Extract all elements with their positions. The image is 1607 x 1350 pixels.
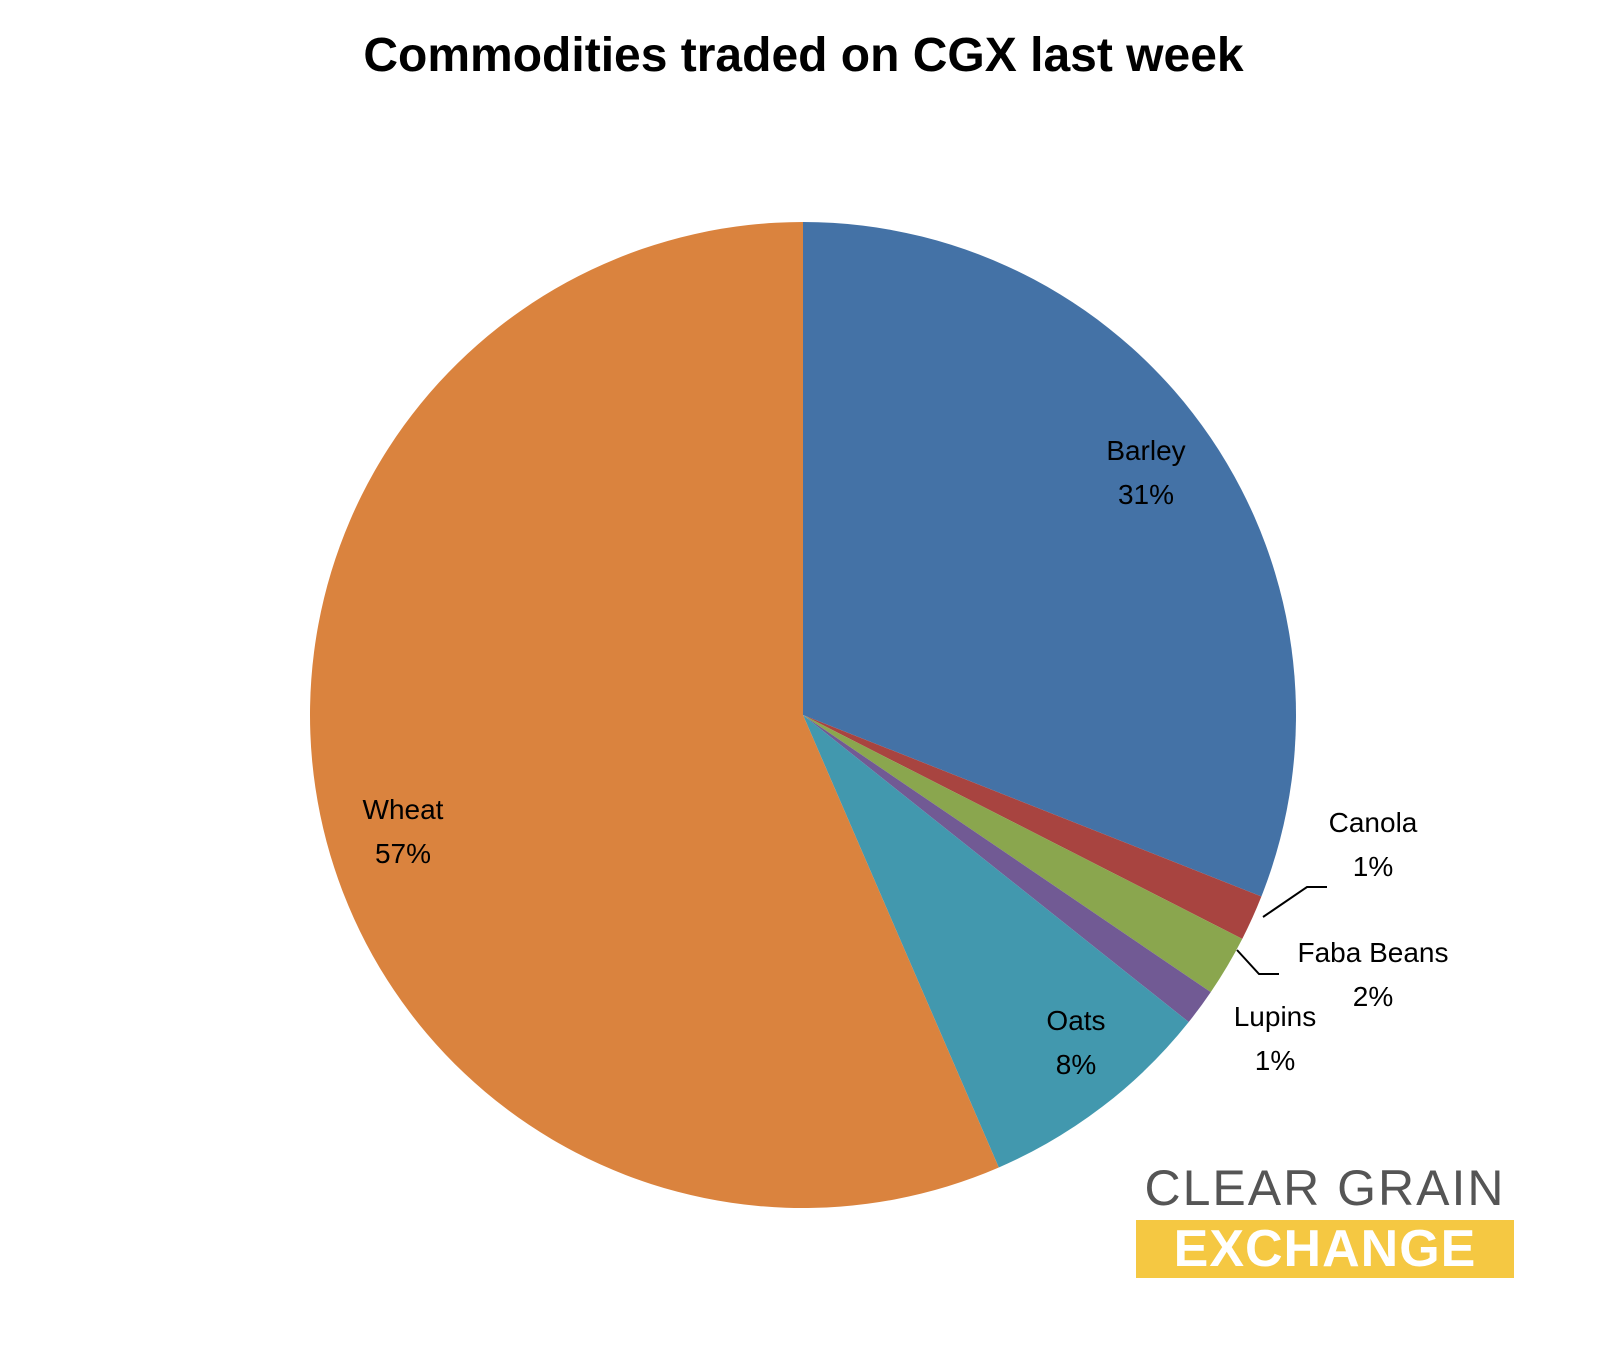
slice-percent-wheat: 57%	[375, 838, 431, 869]
leader-line-canola	[1262, 886, 1327, 918]
slice-percent-lupins: 1%	[1255, 1045, 1295, 1076]
slice-label-canola: Canola	[1329, 807, 1418, 838]
slice-label-lupins: Lupins	[1234, 1001, 1317, 1032]
pie-slice-oats	[803, 715, 1189, 1168]
pie-slice-lupins	[803, 715, 1211, 1023]
pie-slice-faba-beans	[803, 715, 1243, 993]
logo-clear-grain: CLEAR GRAIN	[1144, 1160, 1506, 1216]
slice-percent-faba-beans: 2%	[1353, 981, 1393, 1012]
slice-label-barley: Barley	[1106, 435, 1185, 466]
chart-title: Commodities traded on CGX last week	[363, 29, 1244, 82]
slice-percent-barley: 31%	[1118, 479, 1174, 510]
pie-slice-canola	[803, 715, 1262, 939]
pie-slice-barley	[803, 222, 1296, 897]
slice-percent-canola: 1%	[1353, 851, 1393, 882]
pie-slice-wheat	[309, 222, 999, 1208]
slice-label-faba-beans: Faba Beans	[1298, 937, 1449, 968]
slice-percent-oats: 8%	[1056, 1049, 1096, 1080]
slice-label-oats: Oats	[1046, 1005, 1105, 1036]
leader-line-faba-beans	[1236, 949, 1279, 975]
logo-exchange: EXCHANGE	[1136, 1220, 1514, 1278]
slice-label-wheat: Wheat	[363, 794, 444, 825]
